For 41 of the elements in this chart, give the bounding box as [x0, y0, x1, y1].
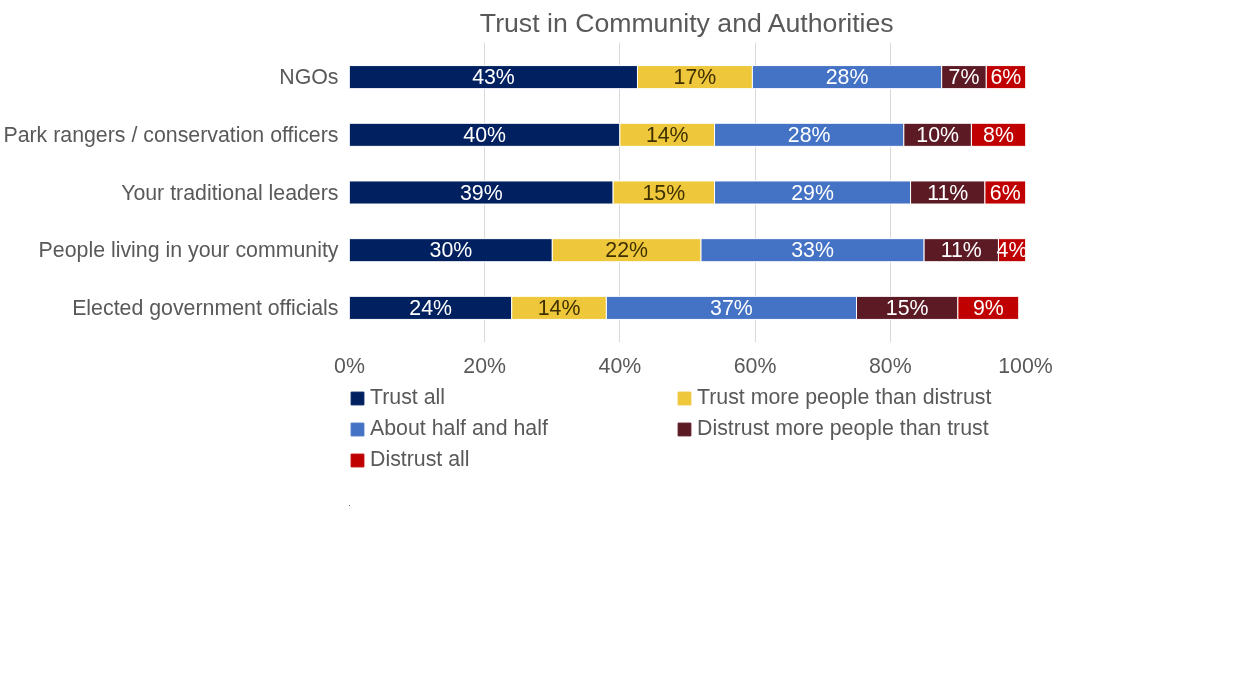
data-label: 17% [673, 65, 717, 90]
x-tick-label: 80% [868, 353, 912, 378]
data-label: 24% [409, 295, 452, 320]
data-label: 8% [983, 122, 1014, 147]
data-label: 11% [940, 238, 982, 263]
legend-label: Distrust all [370, 447, 471, 472]
data-label: 22% [605, 238, 649, 263]
y-tick-label: NGOs [279, 65, 339, 90]
data-label: 6% [990, 65, 1022, 90]
y-tick-label: Your traditional leaders [121, 180, 339, 205]
x-tick-label: 20% [463, 353, 507, 378]
legend-label: Trust more people than distrust [697, 385, 993, 410]
data-label: 10% [916, 122, 959, 147]
chart-title: Trust in Community and Authorities [479, 7, 894, 38]
data-label: 7% [948, 65, 980, 90]
legend-label: About half and half [370, 416, 549, 441]
data-label: 37% [710, 295, 753, 320]
y-tick-label: People living in your community [38, 238, 339, 263]
legend-label: Distrust more people than trust [697, 416, 990, 441]
data-label: 40% [463, 122, 507, 147]
x-tick-label: 0% [334, 353, 365, 378]
x-tick-label: 60% [733, 353, 777, 378]
data-label: 43% [472, 65, 515, 90]
data-label: 33% [791, 238, 834, 263]
x-tick-label: 40% [598, 353, 642, 378]
data-label: 29% [791, 180, 834, 205]
data-label: 11% [927, 180, 969, 205]
legend-label: Trust all [370, 385, 447, 410]
data-label: 15% [885, 295, 929, 320]
data-label: 15% [642, 180, 686, 205]
data-label: 39% [459, 180, 503, 205]
data-label: 6% [989, 180, 1021, 205]
data-label: 9% [972, 295, 1004, 320]
data-label: 28% [825, 65, 869, 90]
data-label: 28% [787, 122, 831, 147]
data-label: 14% [645, 122, 689, 147]
data-label: 30% [429, 238, 473, 263]
y-tick-label: Park rangers / conservation officers [3, 122, 339, 147]
x-tick-label: 100% [998, 353, 1053, 378]
y-tick-label: Elected government officials [72, 295, 339, 320]
data-label: 14% [537, 295, 581, 320]
